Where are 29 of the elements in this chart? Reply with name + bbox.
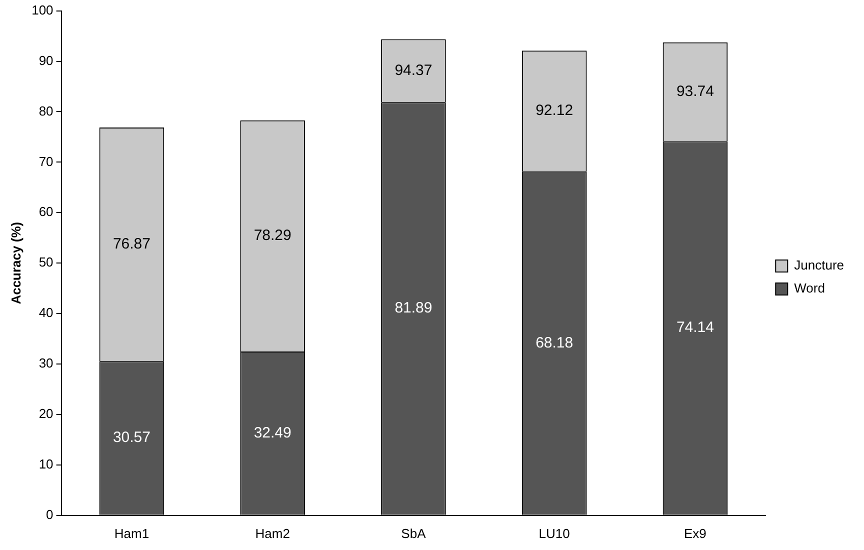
total-label: 93.74 — [676, 82, 714, 100]
total-label: 94.37 — [394, 62, 432, 79]
x-tick-label: Ex9 — [684, 526, 706, 541]
y-tick-label: 10 — [38, 456, 54, 472]
data-label: 32.49 — [254, 424, 292, 442]
y-tick-label: 50 — [38, 254, 54, 270]
x-tick-label: Ham1 — [114, 526, 150, 541]
y-tick-label: 40 — [38, 305, 54, 320]
y-tick-label: 70 — [38, 154, 54, 169]
y-tick-label: 80 — [38, 103, 54, 118]
data-label: 68.18 — [536, 334, 574, 352]
y-tick-label: 90 — [38, 52, 54, 68]
x-tick-label: SbA — [401, 526, 426, 541]
y-tick-label: 30 — [38, 356, 54, 371]
x-tick-label: LU10 — [538, 526, 570, 541]
data-label: 74.14 — [676, 319, 714, 336]
total-label: 78.29 — [254, 227, 292, 244]
y-tick-label: 60 — [38, 204, 54, 220]
legend-label: Word — [794, 280, 825, 296]
data-label: 81.89 — [394, 300, 432, 317]
y-tick-label: 0 — [46, 506, 54, 522]
y-tick-label: 20 — [38, 406, 54, 422]
y-tick-label: 100 — [32, 2, 54, 18]
total-label: 76.87 — [112, 235, 150, 252]
legend-label: Juncture — [794, 258, 844, 273]
x-tick-label: Ham2 — [255, 526, 290, 541]
data-label: 30.57 — [112, 429, 150, 446]
total-label: 92.12 — [536, 102, 574, 120]
y-axis-title: Accuracy (%) — [8, 222, 24, 304]
